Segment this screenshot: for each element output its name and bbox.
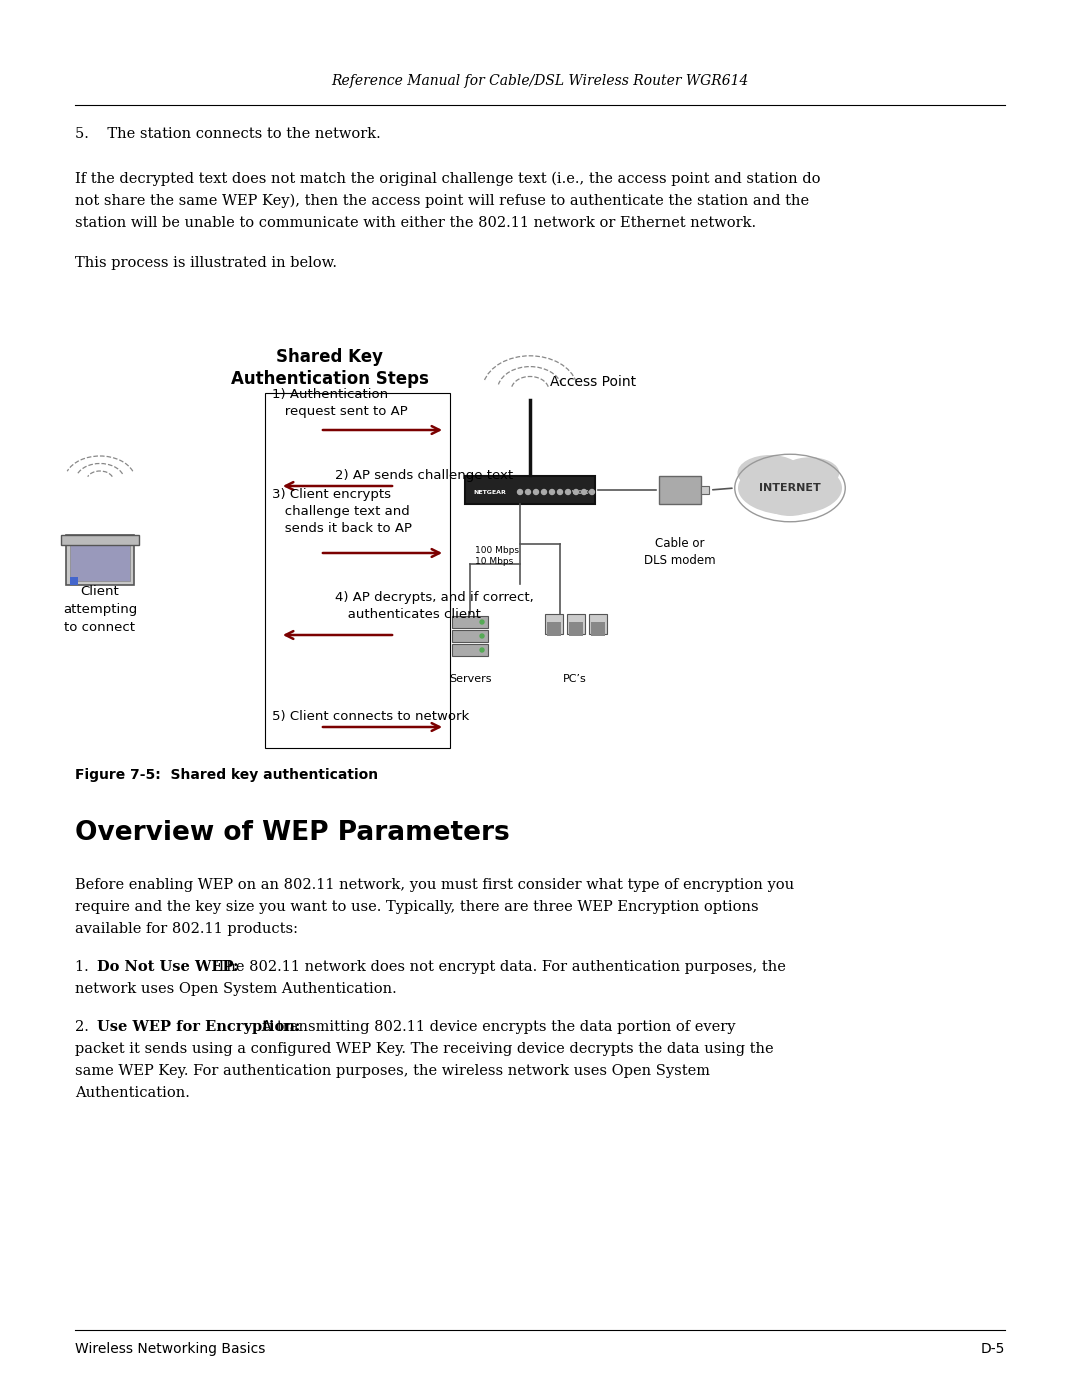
Circle shape	[480, 648, 484, 652]
Text: Before enabling WEP on an 802.11 network, you must first consider what type of e: Before enabling WEP on an 802.11 network…	[75, 877, 794, 893]
Ellipse shape	[760, 481, 820, 515]
FancyBboxPatch shape	[589, 615, 607, 634]
FancyBboxPatch shape	[66, 535, 134, 585]
Text: Overview of WEP Parameters: Overview of WEP Parameters	[75, 820, 510, 847]
Text: D-5: D-5	[981, 1343, 1005, 1356]
Circle shape	[590, 489, 594, 495]
Circle shape	[573, 489, 579, 495]
Text: Use WEP for Encryption:: Use WEP for Encryption:	[97, 1020, 300, 1034]
FancyBboxPatch shape	[453, 644, 488, 657]
Text: network uses Open System Authentication.: network uses Open System Authentication.	[75, 982, 396, 996]
Text: This process is illustrated in below.: This process is illustrated in below.	[75, 256, 337, 270]
Text: 3) Client encrypts
   challenge text and
   sends it back to AP: 3) Client encrypts challenge text and se…	[272, 488, 411, 535]
Text: Servers: Servers	[449, 673, 491, 685]
FancyBboxPatch shape	[567, 615, 585, 634]
Text: 1.: 1.	[75, 960, 93, 974]
Text: The 802.11 network does not encrypt data. For authentication purposes, the: The 802.11 network does not encrypt data…	[212, 960, 786, 974]
FancyBboxPatch shape	[60, 535, 139, 545]
Ellipse shape	[738, 461, 842, 515]
Circle shape	[517, 489, 523, 495]
Text: 100 Mbps
10 Mbps: 100 Mbps 10 Mbps	[475, 546, 519, 566]
FancyBboxPatch shape	[545, 615, 563, 634]
FancyBboxPatch shape	[453, 616, 488, 629]
Circle shape	[566, 489, 570, 495]
FancyBboxPatch shape	[453, 630, 488, 643]
Text: Cable or
DLS modem: Cable or DLS modem	[644, 536, 716, 567]
FancyBboxPatch shape	[569, 622, 583, 636]
Circle shape	[541, 489, 546, 495]
Ellipse shape	[738, 455, 802, 490]
Text: INTERNET: INTERNET	[759, 483, 821, 493]
Circle shape	[480, 634, 484, 638]
FancyBboxPatch shape	[591, 622, 605, 636]
Circle shape	[550, 489, 554, 495]
Text: V1000: V1000	[572, 489, 590, 495]
Text: PC’s: PC’s	[563, 673, 586, 685]
Ellipse shape	[781, 457, 839, 489]
FancyBboxPatch shape	[701, 486, 708, 495]
Text: 5) Client connects to network: 5) Client connects to network	[272, 710, 469, 724]
Circle shape	[581, 489, 586, 495]
Text: A transmitting 802.11 device encrypts the data portion of every: A transmitting 802.11 device encrypts th…	[257, 1020, 735, 1034]
Circle shape	[480, 620, 484, 624]
Text: packet it sends using a configured WEP Key. The receiving device decrypts the da: packet it sends using a configured WEP K…	[75, 1042, 773, 1056]
Text: require and the key size you want to use. Typically, there are three WEP Encrypt: require and the key size you want to use…	[75, 900, 758, 914]
Bar	[265, 393, 450, 747]
FancyBboxPatch shape	[70, 541, 130, 581]
Text: available for 802.11 products:: available for 802.11 products:	[75, 922, 298, 936]
Text: If the decrypted text does not match the original challenge text (i.e., the acce: If the decrypted text does not match the…	[75, 172, 821, 186]
Text: not share the same WEP Key), then the access point will refuse to authenticate t: not share the same WEP Key), then the ac…	[75, 194, 809, 208]
Text: 2.: 2.	[75, 1020, 94, 1034]
Text: 1) Authentication
   request sent to AP: 1) Authentication request sent to AP	[272, 388, 408, 418]
Text: Do Not Use WEP:: Do Not Use WEP:	[97, 960, 239, 974]
Circle shape	[534, 489, 539, 495]
Text: station will be unable to communicate with either the 802.11 network or Ethernet: station will be unable to communicate wi…	[75, 217, 756, 231]
FancyBboxPatch shape	[546, 622, 561, 636]
FancyBboxPatch shape	[659, 476, 701, 504]
Text: Client
attempting
to connect: Client attempting to connect	[63, 585, 137, 634]
Text: 4) AP decrypts, and if correct,
   authenticates client: 4) AP decrypts, and if correct, authenti…	[335, 591, 534, 622]
Text: Wireless Networking Basics: Wireless Networking Basics	[75, 1343, 266, 1356]
Circle shape	[526, 489, 530, 495]
Text: Figure 7-5:  Shared key authentication: Figure 7-5: Shared key authentication	[75, 768, 378, 782]
FancyBboxPatch shape	[70, 577, 78, 585]
Text: same WEP Key. For authentication purposes, the wireless network uses Open System: same WEP Key. For authentication purpose…	[75, 1065, 710, 1078]
Text: Shared Key: Shared Key	[276, 348, 383, 366]
Text: 5.    The station connects to the network.: 5. The station connects to the network.	[75, 127, 381, 141]
Text: Authentication Steps: Authentication Steps	[231, 370, 429, 388]
Circle shape	[557, 489, 563, 495]
Text: Authentication.: Authentication.	[75, 1085, 190, 1099]
Text: Access Point: Access Point	[550, 374, 636, 388]
Text: 2) AP sends challenge text: 2) AP sends challenge text	[335, 469, 513, 482]
Text: Reference Manual for Cable/DSL Wireless Router WGR614: Reference Manual for Cable/DSL Wireless …	[332, 74, 748, 88]
Text: NETGEAR: NETGEAR	[473, 489, 505, 495]
FancyBboxPatch shape	[465, 476, 595, 504]
